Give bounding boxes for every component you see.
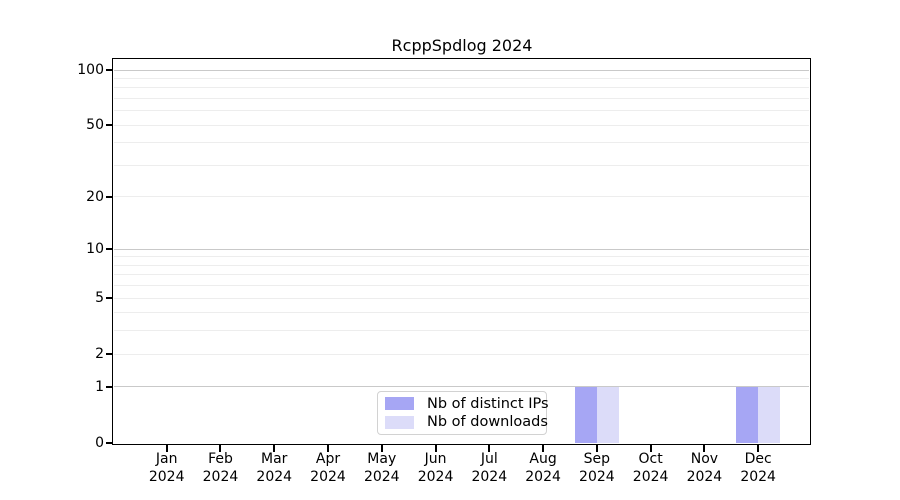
minor-gridline	[114, 274, 809, 276]
legend: Nb of distinct IPs Nb of downloads	[377, 391, 549, 435]
legend-row-distinct-ips: Nb of distinct IPs	[385, 395, 549, 413]
y-tick-label: 5	[95, 290, 104, 307]
chart-title: RcppSpdlog 2024	[391, 36, 533, 55]
x-tick-label: Sep 2024	[579, 451, 615, 485]
bar-distinct-ips	[736, 386, 759, 443]
legend-row-downloads: Nb of downloads	[385, 413, 548, 431]
y-tick	[106, 442, 113, 444]
x-tick-label: Jan 2024	[148, 451, 185, 485]
x-tick	[380, 445, 383, 452]
x-tick	[703, 445, 706, 452]
x-tick-label: Feb 2024	[202, 451, 239, 485]
y-tick-label: 0	[95, 435, 104, 451]
minor-gridline	[114, 285, 809, 287]
minor-gridline	[114, 256, 809, 258]
x-tick-label: Jun 2024	[417, 451, 454, 485]
legend-label-downloads: Nb of downloads	[427, 414, 548, 431]
bar-distinct-ips	[574, 386, 597, 443]
y-tick	[106, 195, 113, 198]
y-tick	[106, 385, 113, 388]
x-tick	[434, 445, 437, 452]
minor-gridline	[114, 110, 809, 112]
minor-gridline	[114, 196, 809, 198]
y-tick-label: 2	[95, 346, 104, 363]
minor-gridline	[114, 164, 809, 166]
x-tick-label: Aug 2024	[525, 451, 561, 485]
y-tick-label: 10	[86, 241, 104, 258]
legend-swatch-distinct-ips	[385, 397, 414, 411]
x-tick	[327, 445, 329, 452]
x-tick	[757, 445, 760, 452]
y-tick-label: 1	[95, 378, 104, 395]
x-tick-label: Dec 2024	[740, 451, 776, 485]
major-gridline	[114, 69, 809, 71]
minor-gridline	[114, 312, 809, 314]
minor-gridline	[114, 264, 809, 266]
x-tick-label: Apr 2024	[310, 451, 346, 485]
y-tick-label: 50	[86, 117, 104, 134]
minor-gridline	[114, 297, 809, 299]
legend-swatch-downloads	[385, 415, 414, 429]
minor-gridline	[114, 353, 809, 355]
x-tick	[219, 445, 222, 452]
x-tick	[542, 445, 545, 452]
x-tick	[273, 445, 276, 452]
x-tick	[488, 445, 491, 452]
minor-gridline	[114, 124, 809, 126]
y-tick-label: 100	[77, 62, 104, 78]
minor-gridline	[114, 142, 809, 144]
minor-gridline	[114, 330, 809, 332]
y-tick	[106, 353, 113, 356]
x-tick-label: Oct 2024	[632, 451, 669, 485]
major-gridline	[114, 248, 809, 250]
y-tick	[106, 69, 113, 71]
y-tick-label: 20	[86, 188, 104, 205]
x-tick-label: Nov 2024	[686, 451, 723, 485]
major-gridline	[114, 386, 809, 388]
minor-gridline	[114, 77, 809, 79]
bar-downloads	[758, 386, 781, 443]
x-tick-label: Mar 2024	[256, 451, 293, 485]
x-tick	[595, 445, 598, 452]
y-tick	[106, 248, 113, 251]
minor-gridline	[114, 97, 809, 99]
x-tick-label: May 2024	[363, 451, 400, 485]
y-tick	[106, 124, 113, 127]
bar-downloads	[596, 386, 619, 443]
y-tick	[106, 297, 113, 300]
legend-label-distinct-ips: Nb of distinct IPs	[427, 395, 549, 412]
x-tick-label: Jul 2024	[471, 451, 508, 485]
minor-gridline	[114, 87, 809, 89]
x-tick	[649, 445, 652, 452]
x-tick	[165, 445, 168, 452]
